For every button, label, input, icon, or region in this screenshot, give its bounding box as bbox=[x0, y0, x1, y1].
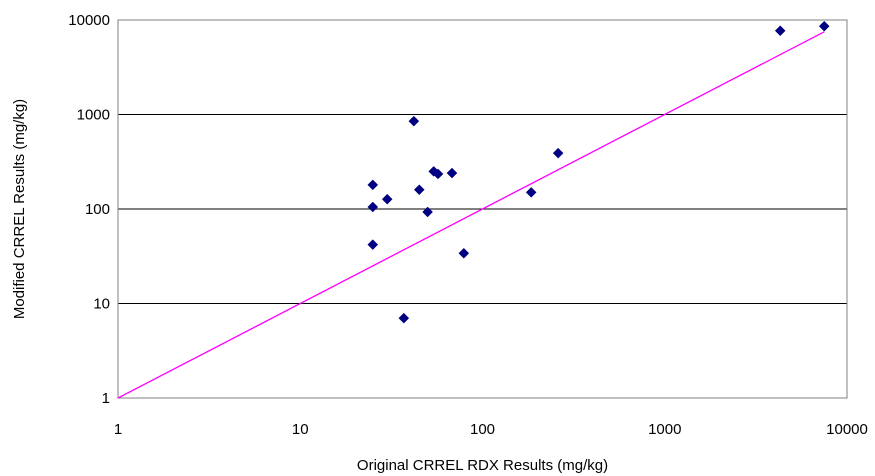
data-point bbox=[367, 179, 379, 191]
data-point bbox=[367, 201, 379, 213]
x-axis-tick-labels: 1 10 100 1000 10000 bbox=[114, 421, 868, 438]
y-tick-label: 1 bbox=[102, 390, 110, 407]
data-point bbox=[552, 147, 564, 159]
identity-line-path bbox=[117, 31, 825, 399]
x-tick-label: 1000 bbox=[648, 421, 681, 438]
data-point bbox=[774, 25, 786, 37]
y-tick-label: 10000 bbox=[68, 12, 110, 29]
plot-area-frame bbox=[117, 19, 848, 399]
data-point bbox=[422, 206, 433, 218]
x-tick-label: 1 bbox=[114, 421, 122, 438]
data-point bbox=[525, 187, 537, 198]
x-tick-label: 100 bbox=[470, 421, 495, 438]
data-point bbox=[381, 193, 393, 205]
data-point bbox=[367, 239, 379, 250]
y-tick-label: 1000 bbox=[77, 107, 110, 124]
x-tick-label: 10000 bbox=[826, 421, 868, 438]
identity-line bbox=[117, 31, 825, 399]
data-point bbox=[408, 115, 420, 127]
x-axis-title: Original CRREL RDX Results (mg/kg) bbox=[357, 457, 608, 474]
data-point bbox=[818, 20, 830, 32]
x-tick-label: 10 bbox=[292, 421, 309, 438]
y-tick-label: 100 bbox=[85, 201, 110, 218]
y-tick-label: 10 bbox=[93, 296, 110, 313]
data-point bbox=[458, 247, 470, 259]
data-point bbox=[413, 184, 425, 196]
data-point bbox=[398, 312, 410, 324]
data-points bbox=[367, 20, 830, 324]
data-point bbox=[432, 168, 444, 180]
y-axis-tick-labels: 1 10 100 1000 10000 bbox=[68, 12, 110, 407]
y-axis-title: Modified CRREL Results (mg/kg) bbox=[11, 99, 28, 319]
data-point bbox=[446, 167, 458, 179]
